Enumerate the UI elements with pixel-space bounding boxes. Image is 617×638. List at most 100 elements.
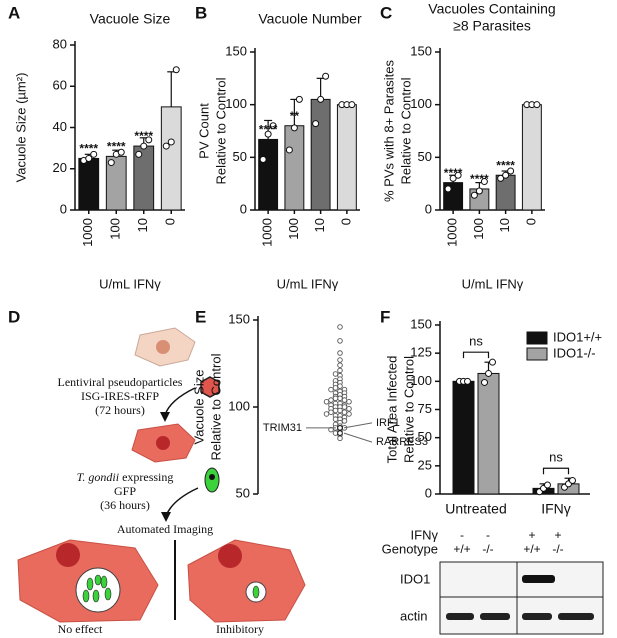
data-point — [337, 435, 343, 442]
data-point — [341, 409, 348, 415]
nucleus — [218, 544, 242, 568]
cell: +/+ — [453, 542, 470, 556]
band — [446, 613, 474, 620]
vacuole — [75, 567, 121, 613]
cell-inhibitory — [187, 539, 306, 623]
data-point — [475, 187, 483, 195]
data-point — [140, 142, 148, 150]
panel-letter: A — [8, 3, 20, 22]
band — [480, 613, 510, 620]
bar — [452, 380, 475, 495]
legend-swatch — [526, 347, 548, 361]
panel-letter: D — [8, 307, 20, 326]
panel-letter: E — [195, 307, 206, 326]
y-tick-label: 60 — [53, 78, 67, 93]
annotation-line — [343, 422, 373, 429]
data-point — [533, 101, 541, 109]
significance-bracket — [542, 467, 570, 475]
y-tick-label: 0 — [60, 201, 67, 216]
x-tick-label: 1000 — [260, 218, 275, 247]
annotation-label: IRF1 — [376, 417, 400, 429]
y-tick-label: 150 — [410, 316, 432, 331]
bar — [310, 98, 331, 211]
data-point — [449, 174, 457, 182]
data-point — [337, 324, 343, 330]
data-point — [295, 95, 303, 103]
highlight-point — [337, 430, 343, 436]
data-point — [332, 385, 339, 391]
data-point — [337, 362, 343, 368]
y-axis-label: Total Area Infected — [384, 356, 399, 464]
data-point — [107, 159, 115, 167]
arrow-head — [160, 412, 170, 422]
y-tick-label: 0 — [425, 485, 432, 500]
cell: + — [554, 528, 561, 542]
y-axis-label: Vacuole Size (µm²) — [13, 73, 28, 183]
highlight-point — [337, 425, 343, 431]
y-tick-label: 50 — [418, 429, 432, 444]
virus-icon — [200, 376, 220, 398]
western-blot — [439, 561, 604, 635]
data-point — [172, 66, 180, 74]
x-tick-label: Untreated — [445, 501, 506, 517]
data-point — [332, 407, 339, 414]
data-point — [507, 167, 515, 175]
data-point — [341, 404, 348, 410]
data-point — [90, 150, 98, 158]
data-point — [312, 120, 320, 128]
data-point — [337, 407, 343, 414]
significance-label: **** — [107, 140, 126, 154]
significance-label: **** — [444, 166, 463, 180]
y-tick-label: 100 — [410, 96, 432, 111]
data-point — [269, 122, 277, 130]
diagram-text: T. gondii expressing — [77, 470, 174, 484]
y-axis-label: Relative to Control — [401, 356, 416, 463]
data-point — [328, 397, 334, 403]
y-tick-label: 50 — [233, 149, 247, 164]
data-point — [497, 174, 505, 182]
data-point — [332, 416, 339, 422]
y-axis-label: Relative to Control — [213, 77, 228, 184]
chart-title: Vacuole Size — [90, 11, 171, 27]
data-point — [337, 367, 343, 374]
bar — [258, 138, 279, 211]
row-label: IFNγ — [411, 527, 439, 542]
data-point — [481, 378, 488, 386]
data-point — [290, 124, 298, 132]
y-tick-label: 40 — [53, 119, 67, 134]
data-point — [346, 411, 352, 417]
x-tick-label: IFNγ — [541, 501, 571, 517]
data-point — [332, 371, 339, 377]
data-point — [259, 155, 267, 163]
panel-letter: C — [380, 3, 392, 22]
y-axis-label: PV Count — [196, 103, 211, 159]
chart-title: Vacuoles Containing — [428, 1, 555, 17]
y-tick-label: 80 — [53, 36, 67, 51]
data-point — [167, 138, 175, 146]
diagram-text: GFP — [114, 484, 136, 498]
y-tick-label: 25 — [418, 457, 432, 472]
x-tick-label: 100 — [108, 218, 123, 240]
data-point — [328, 386, 334, 393]
cell: + — [528, 528, 535, 542]
diagram-text: (36 hours) — [100, 498, 150, 512]
cell: - — [460, 528, 464, 542]
significance-label: ns — [469, 334, 483, 349]
outcome-label: Inhibitory — [216, 622, 264, 636]
legend-label: IDO1-/- — [553, 345, 596, 360]
data-point — [444, 185, 452, 193]
y-tick-label: 20 — [53, 160, 67, 175]
significance-label: **** — [134, 129, 153, 143]
bar — [336, 104, 357, 211]
y-axis-label: Relative to Control — [398, 77, 413, 184]
legend-swatch — [526, 331, 548, 345]
data-point — [332, 430, 339, 436]
y-tick-label: 125 — [410, 345, 432, 360]
significance-label: **** — [259, 123, 278, 137]
data-point — [502, 171, 510, 179]
data-point — [117, 148, 125, 156]
y-tick-label: 50 — [236, 485, 250, 500]
diagram-text: Lentiviral pseudoparticles — [58, 375, 183, 389]
cell: -/- — [482, 542, 493, 556]
parasites — [82, 574, 112, 603]
